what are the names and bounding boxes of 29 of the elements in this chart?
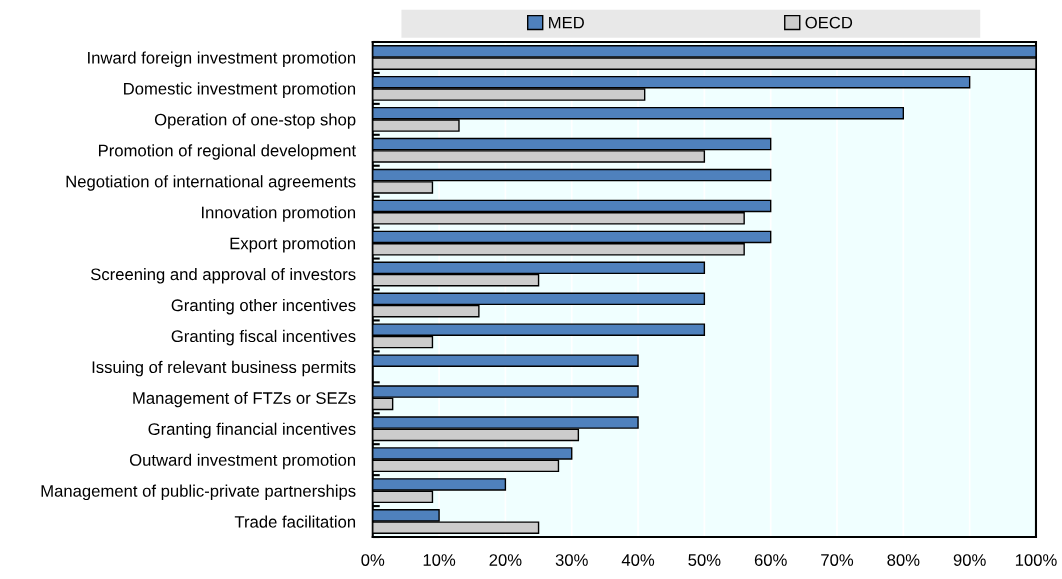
x-tick-label: 20% [489, 554, 522, 566]
y-tick-label: Screening and approval of investors [90, 267, 356, 284]
x-tick-label: 30% [555, 554, 588, 566]
x-tick-label: 70% [821, 554, 854, 566]
x-tick-label: 80% [887, 554, 920, 566]
x-tick-label: 60% [754, 554, 787, 566]
y-tick-label: Negotiation of international agreements [66, 175, 356, 191]
legend-label: OECD [805, 16, 853, 29]
y-tick-label: Management of public-private partnerships [41, 484, 356, 501]
x-tick-label: 0% [361, 554, 385, 566]
y-tick-label: Management of FTZs or SEZs [133, 391, 356, 408]
y-tick-label: Export promotion [230, 237, 356, 253]
x-tick-label: 90% [953, 554, 986, 566]
x-tick-label: 10% [423, 554, 456, 566]
y-tick-label: Granting other incentives [171, 298, 356, 315]
x-tick-label: 40% [621, 554, 655, 566]
y-tick-label: Outward investment promotion [129, 453, 356, 470]
y-tick-label: Inward foreign investment promotion [88, 51, 356, 67]
y-tick-label: Trade facilitation [234, 515, 356, 528]
x-tick-label: 50% [688, 554, 721, 566]
y-tick-label: Granting fiscal incentives [171, 329, 356, 346]
legend-label: MED [549, 16, 584, 29]
y-tick-label: Domestic investment promotion [124, 82, 356, 98]
y-tick-label: Granting financial incentives [148, 422, 356, 439]
y-tick-label: Operation of one-stop shop [154, 113, 356, 129]
y-tick-label: Promotion of regional development [98, 144, 356, 160]
x-tick-label: 100% [1015, 554, 1057, 566]
y-tick-label: Innovation promotion [201, 206, 356, 222]
y-tick-label: Issuing of relevant business permits [92, 360, 356, 377]
